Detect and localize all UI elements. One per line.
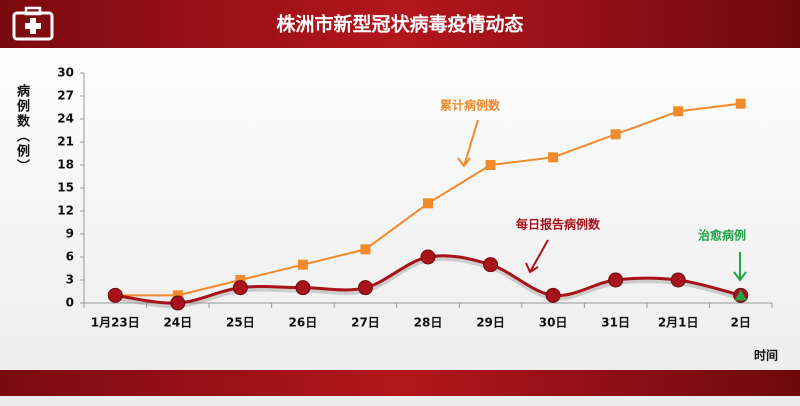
x-tick-label: 30日 [539, 316, 568, 330]
x-tick-label: 2日 [731, 316, 751, 330]
marker [483, 257, 499, 273]
y-tick-label: 27 [57, 89, 74, 103]
y-tick-label: 0 [66, 296, 74, 310]
annotation: 治愈病例 [698, 228, 746, 243]
x-tick-label: 2月1日 [658, 316, 699, 330]
y-tick-label: 21 [57, 135, 74, 149]
marker [172, 290, 183, 301]
marker [548, 152, 559, 163]
y-tick-label: 3 [66, 273, 74, 287]
marker [170, 295, 186, 311]
marker [360, 244, 371, 255]
marker [735, 98, 746, 109]
y-tick-label: 9 [66, 227, 74, 241]
x-axis-label: 时间 [754, 348, 778, 363]
y-tick-label: 6 [66, 250, 74, 264]
chart-title: 株洲市新型冠状病毒疫情动态 [276, 13, 523, 36]
marker [232, 280, 248, 296]
annotation: 累计病例数 [440, 98, 501, 113]
x-tick-label: 27日 [351, 316, 380, 330]
marker [608, 272, 624, 288]
y-tick-label: 12 [57, 204, 74, 218]
y-tick-label: 30 [57, 66, 74, 80]
marker [295, 280, 311, 296]
marker [673, 106, 684, 117]
marker [357, 280, 373, 296]
medical-icon [12, 6, 54, 41]
y-tick-label: 18 [57, 158, 74, 172]
marker [297, 259, 308, 270]
footer-banner [0, 370, 800, 396]
y-axis-label: 病例数（例） [14, 84, 29, 174]
x-tick-label: 31日 [601, 316, 630, 330]
marker [485, 160, 496, 170]
annotation: 每日报告病例数 [516, 217, 601, 232]
marker [420, 249, 436, 265]
marker [107, 287, 123, 303]
y-tick-label: 15 [57, 181, 74, 195]
arrows [457, 119, 747, 282]
marker [545, 287, 561, 303]
y-tick-label: 24 [57, 112, 74, 126]
marker [423, 198, 433, 209]
header-banner [0, 0, 800, 48]
x-tick-label: 25日 [226, 316, 255, 330]
marker [734, 289, 747, 301]
line-shadow [114, 254, 742, 309]
marker [610, 129, 621, 140]
x-tick-label: 29日 [476, 316, 505, 330]
marker [670, 272, 686, 288]
marker [235, 275, 246, 285]
x-tick-label: 26日 [289, 316, 318, 330]
x-tick-label: 24日 [163, 316, 192, 330]
x-tick-label: 1月23日 [91, 316, 140, 330]
x-tick-label: 28日 [414, 316, 443, 330]
